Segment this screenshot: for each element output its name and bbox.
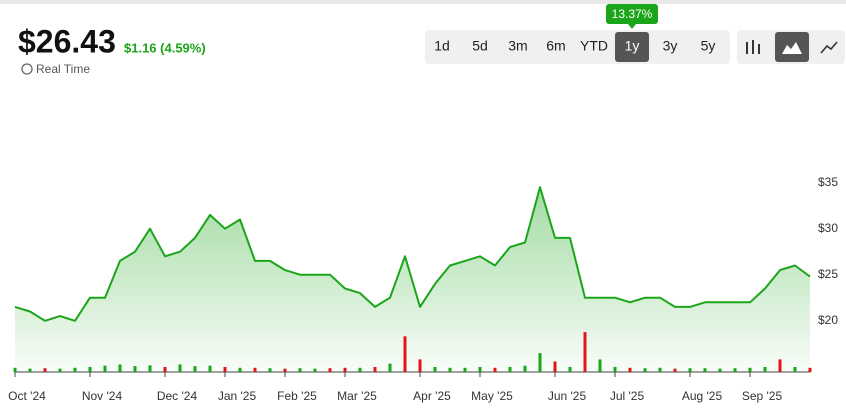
range-button[interactable]: 1y — [625, 38, 640, 54]
clock-icon — [21, 63, 33, 75]
volume-bar — [298, 368, 302, 372]
volume-bar — [118, 364, 122, 372]
range-badge — [606, 4, 658, 24]
volume-bar — [178, 364, 182, 372]
volume-bar — [88, 366, 92, 372]
volume-bar — [73, 367, 77, 372]
volume-bar — [628, 367, 632, 372]
y-tick-label: $25 — [818, 267, 838, 281]
volume-bar — [793, 366, 797, 372]
range-button[interactable]: 1d — [434, 38, 450, 54]
volume-bar — [508, 366, 512, 372]
volume-bar — [28, 368, 32, 372]
volume-bar — [613, 366, 617, 372]
volume-bar — [283, 368, 287, 372]
volume-bar — [328, 368, 332, 372]
x-tick-label: Sep '25 — [742, 389, 783, 403]
range-change: 13.37% — [612, 7, 653, 21]
volume-bar — [583, 332, 587, 372]
price-area — [15, 187, 810, 372]
volume-bar — [703, 368, 707, 372]
x-tick-label: Jul '25 — [610, 389, 645, 403]
volume-bar — [778, 359, 782, 372]
range-button[interactable]: 5y — [701, 38, 716, 54]
x-tick-label: Jun '25 — [548, 389, 587, 403]
volume-bar — [493, 367, 497, 372]
x-tick-label: Mar '25 — [337, 389, 377, 403]
volume-bar — [733, 368, 737, 372]
x-tick-label: Feb '25 — [277, 389, 317, 403]
y-tick-label: $30 — [818, 221, 838, 235]
x-tick-label: Nov '24 — [82, 389, 123, 403]
range-button[interactable]: 3m — [508, 38, 527, 54]
volume-bar — [808, 367, 812, 372]
volume-bar — [253, 367, 257, 372]
volume-bar — [148, 365, 152, 372]
volume-bar — [103, 365, 107, 372]
volume-bar — [718, 368, 722, 372]
range-button[interactable]: 3y — [663, 38, 678, 54]
volume-bar — [313, 368, 317, 372]
volume-bar — [388, 363, 392, 372]
candle-icon — [746, 40, 760, 54]
volume-bar — [268, 368, 272, 372]
x-tick-label: Jan '25 — [218, 389, 257, 403]
volume-bar — [463, 367, 467, 372]
volume-bar — [58, 368, 62, 372]
x-tick-label: Aug '25 — [682, 389, 723, 403]
price-line — [14, 186, 811, 322]
volume-bar — [403, 336, 407, 372]
volume-bar — [43, 368, 47, 372]
volume-bar — [13, 367, 17, 372]
volume-bar — [658, 367, 662, 372]
y-tick-label: $35 — [818, 175, 838, 189]
top-border — [0, 0, 846, 4]
x-tick-label: Apr '25 — [413, 389, 451, 403]
y-tick-label: $20 — [818, 313, 838, 327]
area-icon — [782, 42, 802, 54]
volume-bar — [688, 368, 692, 372]
price: $26.43 — [18, 23, 116, 59]
range-group — [425, 30, 730, 64]
volume-bar — [208, 365, 212, 372]
x-tick-label: May '25 — [471, 389, 513, 403]
x-tick-label: Dec '24 — [157, 389, 198, 403]
area-button[interactable] — [775, 32, 809, 62]
volume-bar — [358, 367, 362, 372]
price-change: $1.16 (4.59%) — [124, 40, 206, 55]
x-tick-label: Oct '24 — [8, 389, 46, 403]
volume-bar — [748, 367, 752, 372]
volume-bar — [163, 366, 167, 372]
volume-bar — [523, 365, 527, 372]
volume-bar — [238, 367, 242, 372]
volume-bar — [538, 353, 542, 372]
volume-bar — [553, 361, 557, 372]
volume-bar — [478, 366, 482, 372]
range-button[interactable]: 5d — [472, 38, 488, 54]
range-button[interactable]: YTD — [580, 38, 608, 54]
volume-bar — [673, 368, 677, 372]
realtime-label: Real Time — [36, 62, 90, 76]
volume-bar — [193, 366, 197, 372]
volume-bar — [433, 366, 437, 372]
range-badge-pointer — [628, 24, 636, 29]
volume-bar — [568, 366, 572, 372]
volume-bar — [343, 367, 347, 372]
volume-bar — [448, 367, 452, 372]
line-icon — [820, 41, 838, 54]
volume-bar — [643, 368, 647, 372]
volume-bar — [373, 366, 377, 372]
volume-bar — [133, 366, 137, 372]
volume-bar — [223, 366, 227, 372]
volume-bar — [418, 359, 422, 372]
range-button-active[interactable] — [615, 32, 649, 62]
range-button[interactable]: 6m — [546, 38, 565, 54]
volume-bar — [763, 366, 767, 372]
volume-bar — [598, 359, 602, 372]
